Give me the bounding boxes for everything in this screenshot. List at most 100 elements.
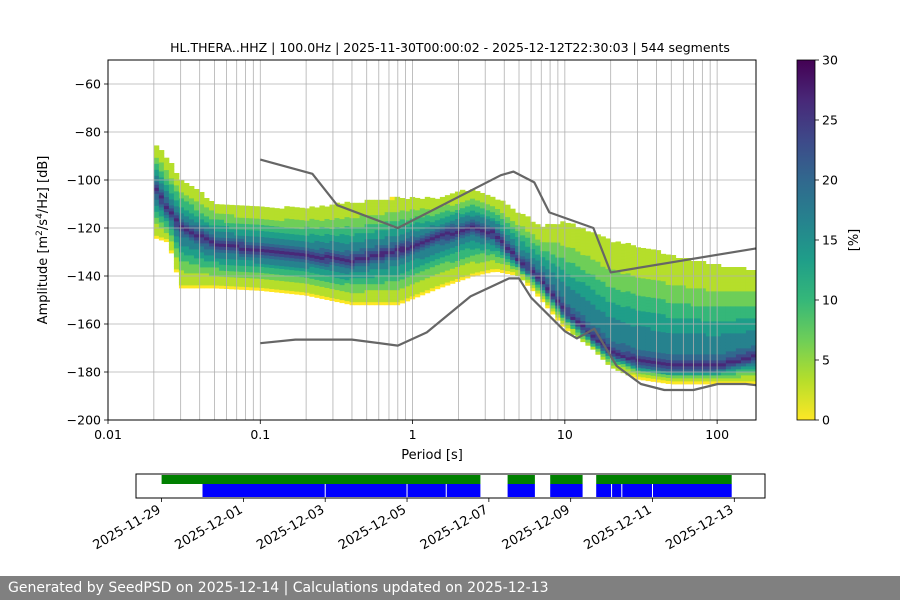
heatmap-cell [344,222,350,227]
heatmap-cell [209,216,215,220]
heatmap-cell [570,328,576,332]
heatmap-cell [364,286,371,291]
availability-green-bar [550,475,583,484]
heatmap-cell [444,225,451,229]
heatmap-cell [620,288,626,293]
heatmap-cell [700,264,707,268]
heatmap-cell [369,199,376,204]
heatmap-cell [158,153,165,157]
heatmap-cell [630,356,636,360]
x-tick-label: 10 [557,427,573,442]
heatmap-cell [384,283,391,288]
heatmap-cell [249,268,255,273]
heatmap-cell [239,244,245,248]
heatmap-cell [188,267,195,271]
heatmap-cell [454,206,461,210]
heatmap-cell [269,267,275,271]
heatmap-cell [239,253,245,257]
heatmap-cell [214,213,220,217]
heatmap-cell [344,297,350,302]
heatmap-cell [454,236,461,240]
heatmap-cell [645,377,652,382]
heatmap-cell [183,228,190,232]
heatmap-cell [254,257,260,261]
heatmap-cell [675,261,682,265]
heatmap-cell [485,206,491,211]
heatmap-cell [715,297,722,301]
heatmap-cell [660,307,667,312]
heatmap-cell [249,235,255,240]
heatmap-cell [575,329,581,333]
heatmap-cell [705,303,712,307]
heatmap-cell [249,250,255,255]
heatmap-cell [219,279,225,283]
heatmap-cell [530,272,536,277]
heatmap-cell [605,259,611,263]
heatmap-cell [685,360,692,364]
heatmap-cell [469,189,476,193]
heatmap-cell [178,234,185,238]
heatmap-cell [645,254,652,259]
heatmap-cell [239,235,245,239]
heatmap-cell [650,369,657,373]
heatmap-cell [178,201,185,205]
heatmap-cell [199,276,205,280]
heatmap-cell [600,290,606,294]
heatmap-cell [695,330,702,334]
heatmap-cell [655,328,662,332]
heatmap-cell [379,223,386,228]
heatmap-cell [459,228,466,233]
heatmap-cell [735,285,742,289]
availability-green-bar [161,475,481,484]
heatmap-cell [615,265,621,269]
heatmap-cell [595,336,601,340]
heatmap-cell [474,191,481,195]
heatmap-cell [750,351,757,355]
heatmap-cell [414,206,421,211]
heatmap-cell [710,279,717,283]
heatmap-cell [670,351,677,355]
heatmap-cell [279,277,285,282]
heatmap-cell [249,274,255,279]
heatmap-cell [545,283,551,288]
heatmap-cell [670,321,677,325]
heatmap-cell [289,212,295,217]
heatmap-cell [670,255,677,259]
heatmap-cell [454,254,461,258]
heatmap-cell [374,226,381,231]
heatmap-cell [605,358,611,362]
heatmap-cell [695,312,702,316]
heatmap-cell [158,183,165,187]
heatmap-cell [730,330,737,334]
heatmap-cell [379,214,386,219]
heatmap-cell [414,209,421,214]
heatmap-cell [404,246,411,251]
heatmap-cell [715,294,722,298]
heatmap-cell [495,253,501,258]
heatmap-cell [745,372,752,376]
heatmap-cell [374,235,381,240]
heatmap-cell [535,239,541,243]
heatmap-cell [715,372,722,376]
heatmap-cell [665,350,672,354]
heatmap-cell [655,280,662,284]
heatmap-cell [695,381,702,385]
heatmap-cell [384,289,391,294]
heatmap-cell [319,211,325,215]
heatmap-cell [354,274,360,279]
heatmap-cell [424,256,431,261]
heatmap-cell [269,225,275,229]
heatmap-cell [730,375,737,379]
heatmap-cell [505,261,511,266]
heatmap-cell [344,249,350,254]
heatmap-cell [610,356,616,360]
heatmap-cell [705,288,712,292]
heatmap-cell [695,345,702,349]
heatmap-cell [434,240,441,245]
heatmap-cell [655,271,662,275]
heatmap-cell [419,234,426,239]
heatmap-cell [183,258,190,262]
heatmap-cell [289,278,295,283]
heatmap-cell [414,212,421,217]
heatmap-cell [640,277,647,282]
